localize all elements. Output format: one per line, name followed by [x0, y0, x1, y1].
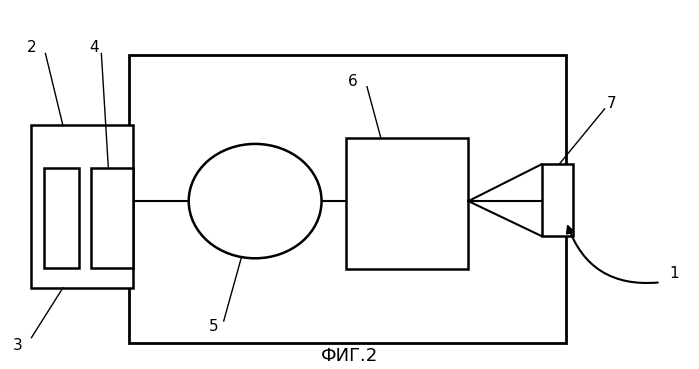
Ellipse shape	[189, 144, 322, 258]
Bar	[346, 138, 468, 269]
Bar	[129, 55, 566, 343]
Bar	[44, 168, 79, 268]
Text: 1: 1	[670, 266, 679, 280]
Bar	[31, 125, 133, 288]
Text: 6: 6	[348, 74, 358, 89]
Bar	[91, 168, 133, 268]
Text: 4: 4	[89, 41, 99, 55]
Bar	[542, 164, 573, 236]
Text: ФИГ.2: ФИГ.2	[321, 347, 378, 365]
Text: 5: 5	[208, 319, 218, 334]
Text: 3: 3	[13, 338, 22, 352]
Text: 7: 7	[607, 96, 617, 111]
Text: 2: 2	[27, 41, 36, 55]
